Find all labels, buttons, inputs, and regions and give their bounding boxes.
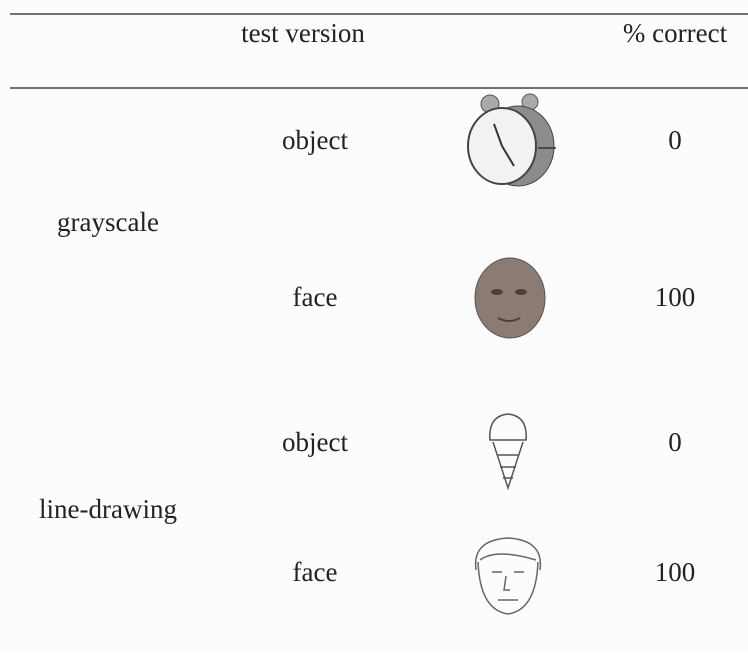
version: object	[282, 427, 348, 457]
percent-correct: 100	[655, 282, 696, 312]
percent-correct: 0	[668, 427, 682, 457]
percent-correct: 0	[668, 125, 682, 155]
clock-icon	[467, 93, 556, 187]
version: face	[293, 557, 338, 587]
face-drawing-icon	[474, 537, 542, 615]
header-version: test version	[241, 18, 365, 48]
percent-correct: 100	[655, 557, 696, 587]
group-label: grayscale	[57, 207, 159, 237]
header-correct: % correct	[623, 18, 728, 48]
version: face	[293, 282, 338, 312]
group-label: line-drawing	[39, 494, 177, 524]
version: object	[282, 125, 348, 155]
ice-cream-icon	[489, 413, 527, 491]
face-photo-icon	[474, 257, 546, 339]
